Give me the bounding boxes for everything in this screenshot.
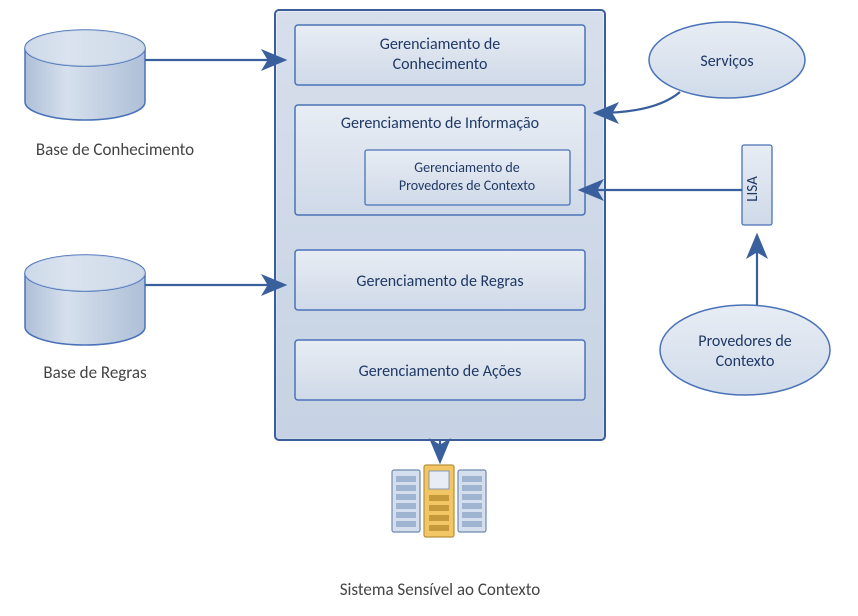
cylinder-rules [25, 255, 145, 345]
box-ctx-provider-mgmt-label-1: Gerenciamento de [414, 159, 519, 176]
box-actions-mgmt-label: Gerenciamento de Ações [359, 362, 522, 381]
servers-icon [392, 465, 486, 537]
cylinder-knowledge [25, 30, 145, 120]
edge-services [597, 92, 680, 113]
box-info-mgmt-label: Gerenciamento de Informação [341, 114, 539, 133]
cylinder-rules-label: Base de Regras [43, 362, 147, 383]
ellipse-providers-label-1: Provedores de [698, 332, 791, 351]
ellipse-services-label: Serviços [700, 52, 753, 71]
caption-label: Sistema Sensível ao Contexto [340, 579, 541, 600]
box-lisa-label: LISA [744, 176, 762, 202]
ellipse-providers-label-2: Contexto [716, 352, 775, 371]
box-rules-mgmt-label: Gerenciamento de Regras [356, 272, 523, 291]
cylinder-knowledge-label: Base de Conhecimento [36, 139, 194, 160]
box-knowledge-mgmt-label-1: Gerenciamento de [380, 35, 501, 54]
box-knowledge-mgmt-label-2: Conhecimento [393, 55, 488, 74]
box-ctx-provider-mgmt-label-2: Provedores de Contexto [399, 177, 535, 194]
